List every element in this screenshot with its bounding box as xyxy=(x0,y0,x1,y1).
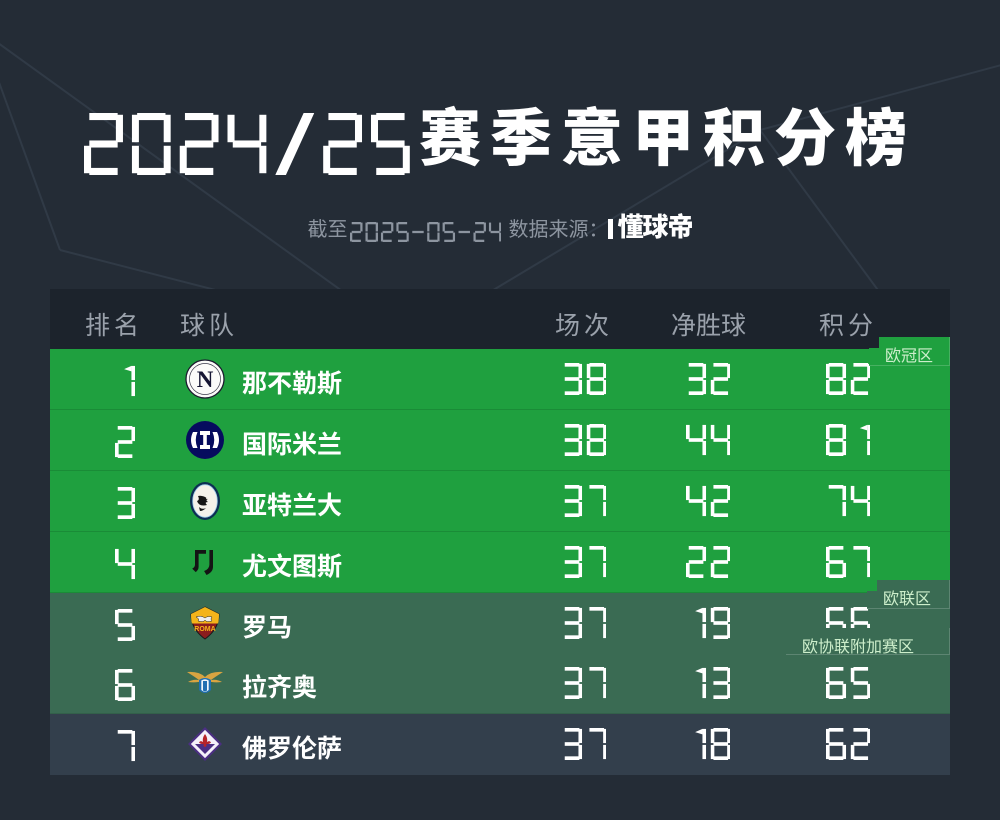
svg-text:N: N xyxy=(197,367,214,392)
svg-text:ROMA: ROMA xyxy=(194,626,215,633)
